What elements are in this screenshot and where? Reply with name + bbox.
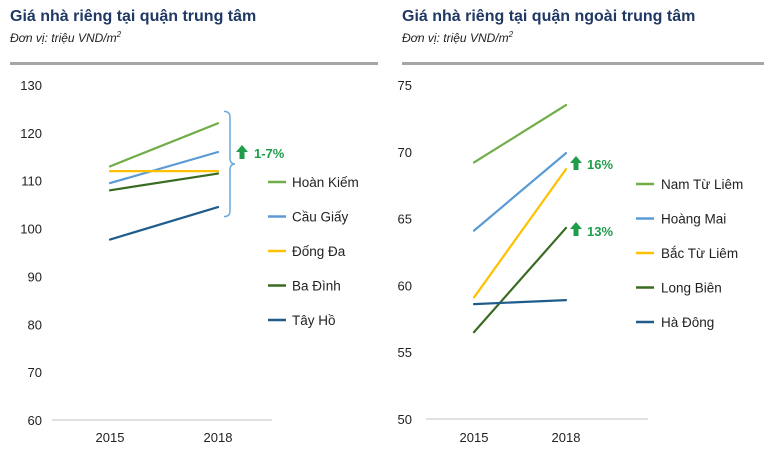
brace-bracket [223,110,236,218]
y-tick-label: 60 [28,413,42,428]
legend-label-2: Đống Đa [292,244,346,259]
y-tick-label: 70 [28,365,42,380]
chart-panel-outer: Giá nhà riêng tại quận ngoài trung tâm Đ… [386,0,772,460]
y-tick-label: 65 [398,212,412,227]
y-tick-label: 110 [21,174,42,189]
series-line-3 [472,226,568,334]
y-tick-label: 70 [398,145,412,160]
legend-label-4: Tây Hồ [292,313,336,328]
y-tick-label: 90 [28,269,42,284]
y-tick-label: 75 [398,78,412,93]
legend-label-0: Nam Từ Liêm [661,177,743,192]
series-line-2 [472,168,568,299]
growth-annotation-label: 13% [587,224,613,239]
legend-label-0: Hoàn Kiếm [292,175,359,190]
legend-label-1: Hoàng Mai [661,212,726,227]
y-tick-label: 130 [20,78,42,93]
growth-annotation-label: 1-7% [254,146,285,161]
legend-label-2: Bắc Từ Liêm [661,246,738,261]
unit-superscript-central: 2 [116,30,122,39]
unit-label-central: Đơn vị: triệu VND/m [10,31,117,45]
y-tick-label: 60 [398,278,412,293]
line-chart-outer: 50 55 60 65 70 75 2015 2018 Nam Từ Liêm Hoàng Mai… [398,78,744,445]
series-line-4 [472,298,568,306]
chart-title-outer: Giá nhà riêng tại quận ngoài trung tâm [402,8,696,25]
chart-title-central: Giá nhà riêng tại quận trung tâm [10,8,257,25]
growth-annotation-label: 16% [587,157,613,172]
title-divider-central [10,62,378,65]
legend-label-4: Hà Đông [661,315,714,330]
y-tick-label: 55 [398,345,412,360]
series-line-0 [472,103,568,164]
unit-label-outer: Đơn vị: triệu VND/m [402,31,509,45]
series-line-1 [472,152,568,232]
line-chart-central: 60 70 80 90 100 110 120 130 2015 2018 Hoàn Kiếm Cầu… [20,78,359,445]
up-arrow-icon [570,222,582,236]
series-line-1 [108,150,220,185]
legend-label-1: Cầu Giấy [292,210,349,225]
y-tick-label: 120 [20,126,42,141]
unit-superscript-outer: 2 [508,30,514,39]
up-arrow-icon [570,156,582,170]
legend-label-3: Long Biên [661,281,722,296]
title-divider-outer [402,62,764,65]
series-line-3 [108,172,220,192]
chart-subtitle-outer: Đơn vị: triệu VND/m2 [402,30,513,45]
up-arrow-icon [236,145,248,159]
x-tick-label: 2018 [552,430,581,445]
chart-subtitle-central: Đơn vị: triệu VND/m2 [10,30,121,45]
y-tick-label: 100 [20,222,42,237]
y-tick-label: 80 [28,317,42,332]
x-tick-label: 2015 [96,430,125,445]
legend-label-3: Ba Đình [292,279,341,294]
x-tick-label: 2018 [204,430,233,445]
series-line-0 [108,122,220,168]
chart-panel-central: Giá nhà riêng tại quận trung tâm Đơn vị:… [10,8,378,445]
series-line-4 [108,205,220,241]
y-tick-label: 50 [398,412,412,427]
x-tick-label: 2015 [460,430,489,445]
